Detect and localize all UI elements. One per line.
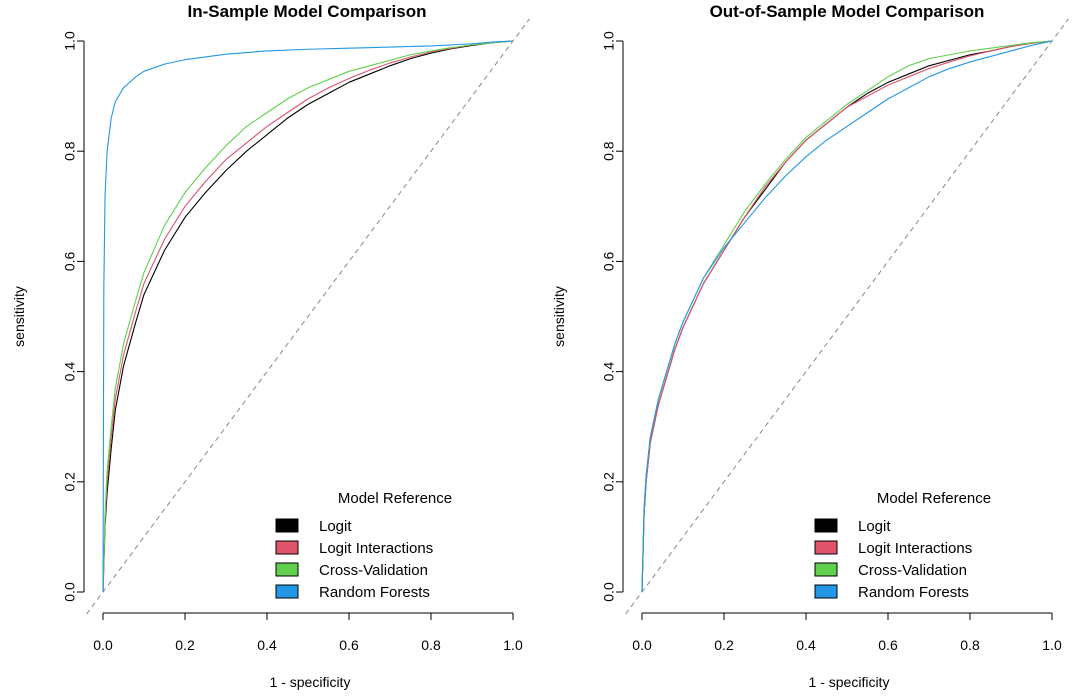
legend: Model Reference Logit Logit Interactions Cr… xyxy=(814,490,991,601)
x-tick-label: 0.0 xyxy=(632,637,652,653)
series-line-cross-validation xyxy=(102,40,514,593)
y-tick-label: 1.0 xyxy=(601,31,617,51)
y-tick-label: 0.4 xyxy=(62,362,78,382)
legend-title: Model Reference xyxy=(338,490,452,507)
x-tick-label: 0.8 xyxy=(421,637,441,653)
diagonal-reference-line xyxy=(86,18,530,615)
legend-swatch xyxy=(275,540,299,555)
y-tick-label: 0.8 xyxy=(601,141,617,161)
legend-label: Logit Interactions xyxy=(319,540,433,557)
y-tick-label: 0.0 xyxy=(62,582,78,602)
y-tick-label: 0.6 xyxy=(601,251,617,271)
x-tick-label: 1.0 xyxy=(503,637,523,653)
legend-swatch xyxy=(814,562,838,577)
legend-title: Model Reference xyxy=(877,490,991,507)
y-tick-label: 0.2 xyxy=(62,472,78,492)
legend-swatch xyxy=(275,562,299,577)
y-tick-label: 0.6 xyxy=(62,251,78,271)
series-line-logit xyxy=(102,40,514,593)
diagonal-reference-line xyxy=(625,18,1069,615)
y-tick-label: 1.0 xyxy=(62,31,78,51)
y-tick-label: 0.8 xyxy=(62,141,78,161)
y-tick-label: 0.0 xyxy=(601,582,617,602)
series-line-logit-interactions xyxy=(102,40,514,593)
series-line-logit-interactions xyxy=(641,40,1053,593)
legend-label: Cross-Validation xyxy=(319,562,428,579)
x-tick-label: 0.0 xyxy=(93,637,113,653)
chart-title: Out-of-Sample Model Comparison xyxy=(710,2,985,21)
x-axis-label: 1 - specificity xyxy=(809,674,890,690)
legend-label: Cross-Validation xyxy=(858,562,967,579)
legend-swatch xyxy=(275,584,299,599)
x-tick-label: 0.2 xyxy=(175,637,195,653)
x-tick-label: 0.6 xyxy=(339,637,359,653)
y-axis-label: sensitivity xyxy=(11,286,27,347)
series-line-random-forests xyxy=(102,40,514,593)
legend: Model Reference Logit Logit Interactions Cr… xyxy=(275,490,452,601)
y-tick-label: 0.2 xyxy=(601,472,617,492)
legend-label: Random Forests xyxy=(858,584,969,601)
chart-panel-1: In-Sample Model Comparison 0.0 0.2 0.4 0.6 0.… xyxy=(11,2,530,690)
legend-label: Random Forests xyxy=(319,584,430,601)
series-line-random-forests xyxy=(641,40,1053,593)
x-tick-label: 0.8 xyxy=(960,637,980,653)
legend-swatch xyxy=(814,584,838,599)
legend-label: Logit xyxy=(858,518,891,535)
x-tick-label: 0.4 xyxy=(257,637,277,653)
legend-swatch xyxy=(275,518,299,533)
x-axis-label: 1 - specificity xyxy=(270,674,351,690)
legend-label: Logit xyxy=(319,518,352,535)
x-tick-label: 1.0 xyxy=(1042,637,1062,653)
x-tick-label: 0.6 xyxy=(878,637,898,653)
x-tick-label: 0.4 xyxy=(796,637,816,653)
legend-swatch xyxy=(814,540,838,555)
chart-title: In-Sample Model Comparison xyxy=(188,2,427,21)
legend-label: Logit Interactions xyxy=(858,540,972,557)
chart-panel-2: Out-of-Sample Model Comparison 0.0 0.2 0.4 0… xyxy=(551,2,1069,690)
x-tick-label: 0.2 xyxy=(714,637,734,653)
legend-swatch xyxy=(814,518,838,533)
y-axis-label: sensitivity xyxy=(551,286,567,347)
y-tick-label: 0.4 xyxy=(601,362,617,382)
